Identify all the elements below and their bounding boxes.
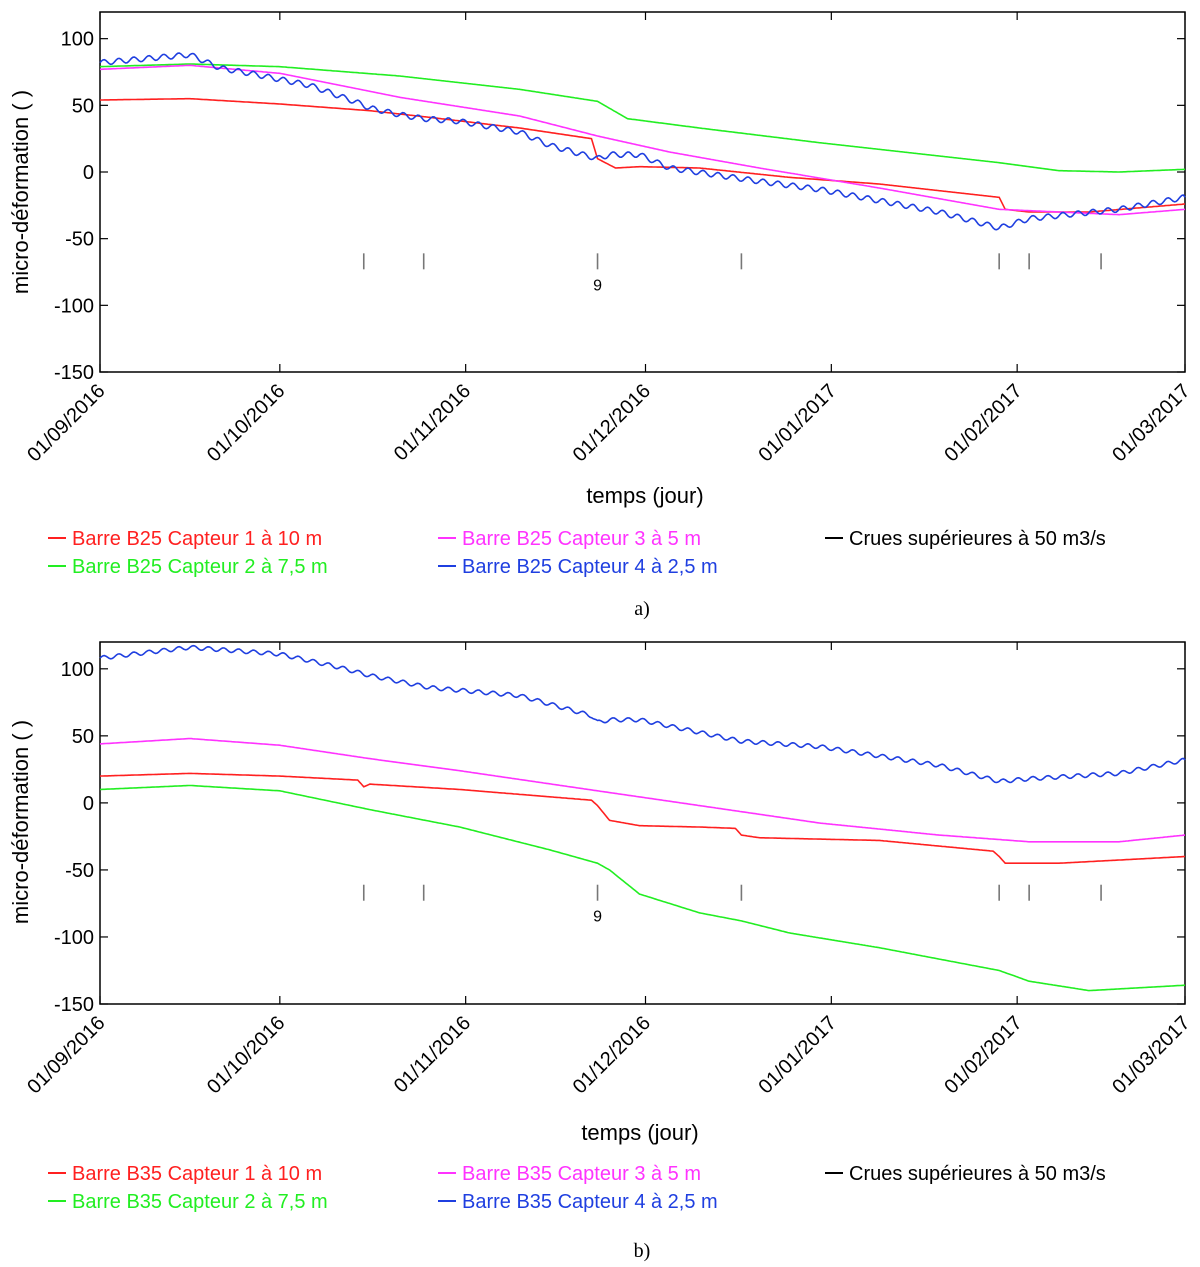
x-tick-labels: 01/09/2016 01/10/2016 01/11/2016 01/12/2016…: [23, 1012, 1194, 1098]
panel-caption: b): [634, 1240, 651, 1262]
series-line-3: [99, 737, 1186, 843]
x-tick-label: 01/01/2017: [755, 380, 841, 466]
series-line-2: [99, 784, 1186, 992]
legend: Barre B35 Capteur 1 à 10 m Barre B35 Capt…: [48, 1163, 1106, 1213]
series-lines: [99, 52, 1186, 231]
legend-item: Barre B35 Capteur 4 à 2,5 m: [438, 1191, 718, 1213]
series-line-1: [100, 97, 1186, 213]
y-tick-label: 0: [83, 162, 94, 184]
flood-mark-label: 9: [593, 909, 602, 926]
axis-ticks: [99, 642, 1186, 1005]
y-tick-label: 50: [72, 726, 94, 748]
series-line-4: [99, 52, 1186, 231]
legend-item: Barre B35 Capteur 2 à 7,5 m: [48, 1191, 328, 1213]
x-axis-label: temps (jour): [581, 1120, 698, 1145]
legend-item: Barre B25 Capteur 1 à 10 m: [48, 528, 322, 550]
series-lines: [99, 644, 1186, 992]
y-tick-label: 100: [61, 659, 94, 681]
y-tick-label: -50: [65, 229, 94, 251]
legend-label: Barre B35 Capteur 1 à 10 m: [72, 1163, 322, 1185]
legend-item: Barre B25 Capteur 4 à 2,5 m: [438, 556, 718, 578]
x-tick-label: 01/12/2016: [569, 380, 655, 466]
flood-mark-label: 9: [593, 277, 602, 294]
legend-label: Barre B35 Capteur 2 à 7,5 m: [72, 1191, 328, 1213]
flood-marks: 9: [362, 253, 1102, 294]
plot-frame: [99, 11, 1186, 373]
y-axis-label: micro-déformation ( ): [8, 90, 33, 294]
x-tick-label: 01/11/2016: [390, 380, 475, 465]
x-tick-label: 01/02/2017: [940, 380, 1026, 466]
legend-label: Barre B25 Capteur 1 à 10 m: [72, 528, 322, 550]
legend: Barre B25 Capteur 1 à 10 m Barre B25 Capt…: [48, 528, 1106, 578]
x-tick-label: 01/09/2016: [23, 1012, 109, 1098]
series-line-3: [100, 64, 1186, 216]
legend-item: Barre B35 Capteur 1 à 10 m: [48, 1163, 322, 1185]
panel-caption: a): [634, 598, 650, 620]
x-tick-label: 01/12/2016: [569, 1012, 655, 1098]
y-tick-label: -50: [65, 860, 94, 882]
plot-frame: [99, 641, 1186, 1005]
y-tick-labels: 100 50 0 -50 -100 -150: [54, 659, 94, 1016]
y-tick-labels: 100 50 0 -50 -100 -150: [54, 29, 94, 384]
y-tick-label: 0: [83, 793, 94, 815]
x-tick-labels: 01/09/2016 01/10/2016 01/11/2016 01/12/2016…: [23, 380, 1194, 466]
y-tick-label: -150: [54, 362, 94, 384]
y-tick-label: 100: [61, 29, 94, 51]
y-tick-label: -100: [54, 927, 94, 949]
legend-label: Barre B25 Capteur 2 à 7,5 m: [72, 556, 328, 578]
x-tick-label: 01/11/2016: [390, 1012, 475, 1097]
series-line-4: [99, 644, 1186, 784]
x-tick-label: 01/01/2017: [755, 1012, 841, 1098]
legend-item: Barre B35 Capteur 3 à 5 m: [438, 1163, 701, 1185]
x-tick-label: 01/03/2017: [1108, 1012, 1194, 1098]
flood-marks: 9: [362, 884, 1102, 926]
y-axis-label: micro-déformation ( ): [8, 720, 33, 924]
series-line-1: [99, 772, 1186, 865]
x-tick-label: 01/02/2017: [940, 1012, 1026, 1098]
legend-item: Crues supérieures à 50 m3/s: [825, 1163, 1106, 1185]
x-tick-label: 01/10/2016: [203, 1012, 289, 1098]
y-tick-label: 50: [72, 95, 94, 117]
legend-label: Barre B25 Capteur 4 à 2,5 m: [462, 556, 718, 578]
legend-label: Barre B25 Capteur 3 à 5 m: [462, 528, 701, 550]
legend-item: Crues supérieures à 50 m3/s: [825, 528, 1106, 550]
x-tick-label: 01/09/2016: [23, 380, 109, 466]
x-tick-label: 01/03/2017: [1108, 380, 1194, 466]
x-tick-label: 01/10/2016: [203, 380, 289, 466]
legend-label: Barre B35 Capteur 3 à 5 m: [462, 1163, 701, 1185]
legend-label: Crues supérieures à 50 m3/s: [849, 528, 1106, 550]
x-axis-label: temps (jour): [586, 483, 703, 508]
legend-item: Barre B25 Capteur 3 à 5 m: [438, 528, 701, 550]
legend-label: Barre B35 Capteur 4 à 2,5 m: [462, 1191, 718, 1213]
legend-label: Crues supérieures à 50 m3/s: [849, 1163, 1106, 1185]
y-tick-label: -100: [54, 295, 94, 317]
legend-item: Barre B25 Capteur 2 à 7,5 m: [48, 556, 328, 578]
axis-ticks: [99, 12, 1186, 373]
series-line-2: [99, 63, 1186, 173]
y-tick-label: -150: [54, 994, 94, 1016]
